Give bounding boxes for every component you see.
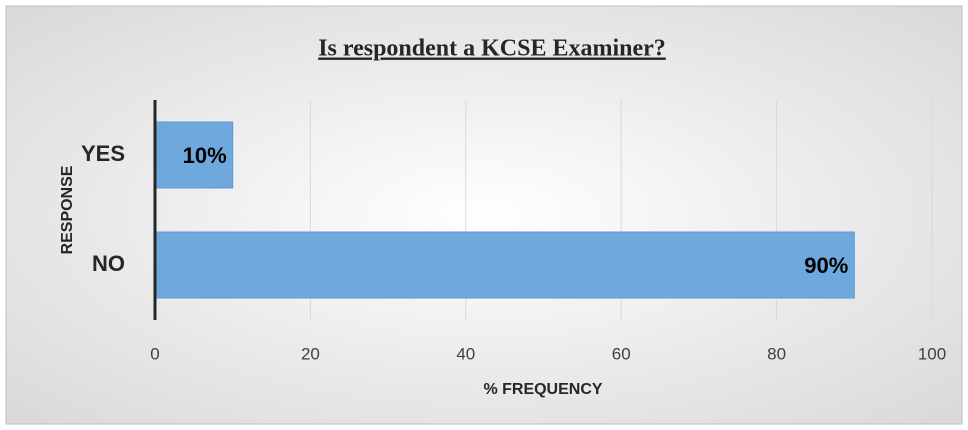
x-tick-label: 80 (767, 344, 786, 363)
x-tick-label: 40 (456, 344, 475, 363)
bar (154, 231, 855, 299)
x-tick-label: 60 (612, 344, 631, 363)
y-axis-label: RESPONSE (59, 165, 76, 254)
y-tick-label: NO (92, 251, 125, 276)
x-tick-label: 0 (150, 344, 159, 363)
chart-title: Is respondent a KCSE Examiner? (318, 36, 666, 62)
y-tick-label: YES (81, 141, 125, 166)
data-label: 10% (183, 143, 227, 168)
chart-background (5, 5, 963, 425)
x-tick-label: 100 (918, 344, 946, 363)
data-label: 90% (804, 253, 848, 278)
x-tick-label: 20 (301, 344, 320, 363)
x-axis-label: % FREQUENCY (483, 381, 602, 398)
